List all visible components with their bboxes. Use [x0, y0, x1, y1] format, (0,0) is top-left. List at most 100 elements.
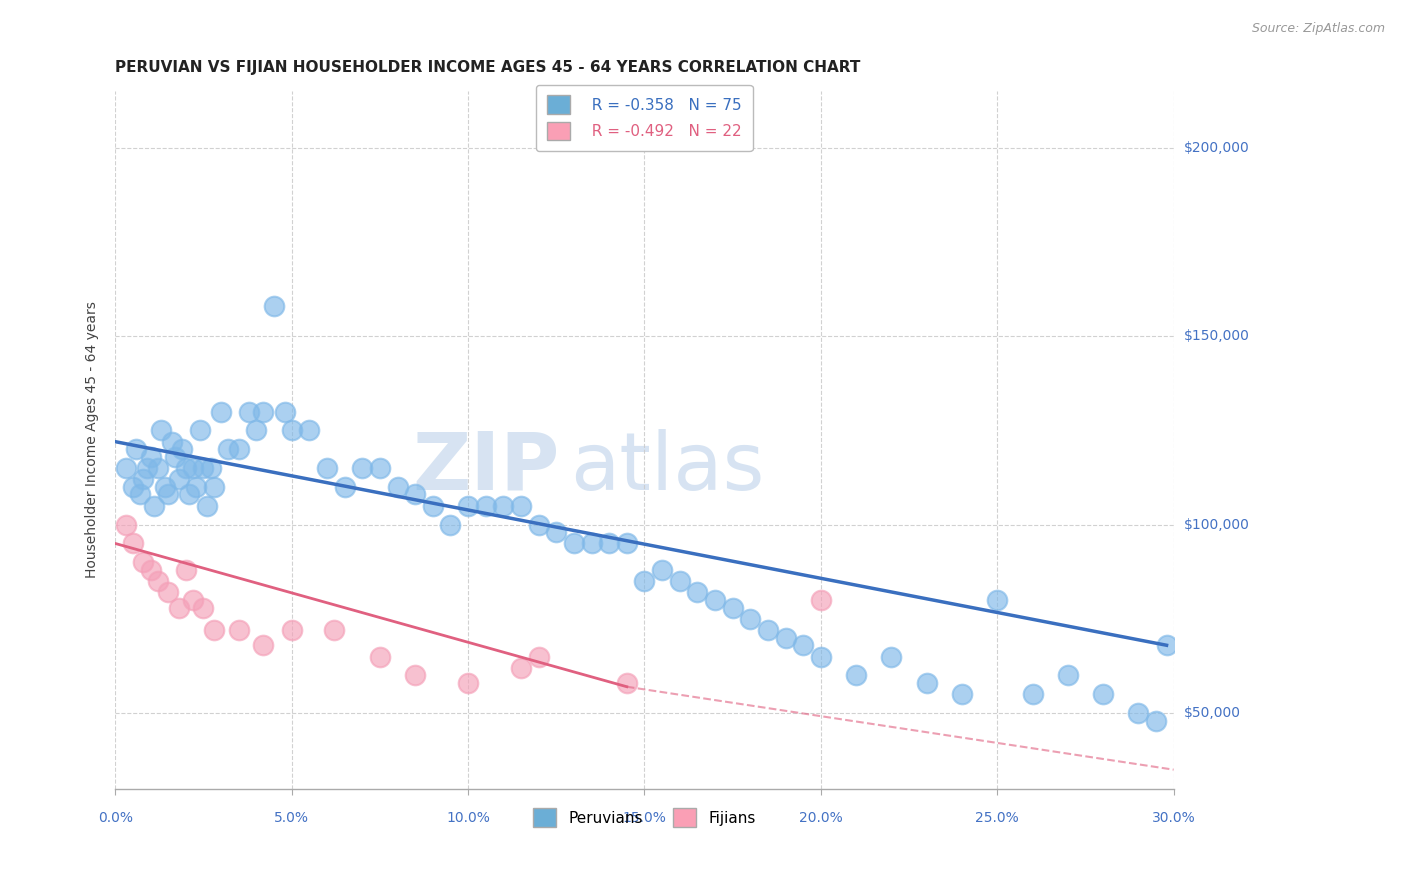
Point — [115, 517, 138, 532]
Point — [704, 593, 727, 607]
Point — [280, 423, 302, 437]
Point — [160, 434, 183, 449]
Point — [202, 480, 225, 494]
Point — [129, 487, 152, 501]
Point — [810, 649, 832, 664]
Text: $100,000: $100,000 — [1184, 517, 1250, 532]
Point — [181, 461, 204, 475]
Point — [810, 593, 832, 607]
Point — [245, 423, 267, 437]
Point — [167, 600, 190, 615]
Text: ZIP: ZIP — [412, 429, 560, 507]
Text: $200,000: $200,000 — [1184, 141, 1250, 154]
Point — [598, 536, 620, 550]
Point — [404, 487, 426, 501]
Point — [209, 404, 232, 418]
Text: 5.0%: 5.0% — [274, 811, 309, 825]
Point — [527, 517, 550, 532]
Point — [172, 442, 194, 457]
Point — [527, 649, 550, 664]
Point — [633, 574, 655, 589]
Text: $50,000: $50,000 — [1184, 706, 1241, 720]
Point — [1056, 668, 1078, 682]
Point — [740, 612, 762, 626]
Point — [457, 499, 479, 513]
Point — [263, 299, 285, 313]
Point — [333, 480, 356, 494]
Point — [228, 442, 250, 457]
Text: Source: ZipAtlas.com: Source: ZipAtlas.com — [1251, 22, 1385, 36]
Point — [273, 404, 295, 418]
Point — [125, 442, 148, 457]
Point — [562, 536, 585, 550]
Point — [323, 623, 346, 637]
Point — [202, 623, 225, 637]
Point — [616, 676, 638, 690]
Point — [167, 472, 190, 486]
Text: 15.0%: 15.0% — [623, 811, 666, 825]
Text: $150,000: $150,000 — [1184, 329, 1250, 343]
Point — [756, 623, 779, 637]
Point — [157, 487, 180, 501]
Point — [193, 461, 215, 475]
Point — [546, 525, 568, 540]
Text: 20.0%: 20.0% — [799, 811, 842, 825]
Point — [146, 574, 169, 589]
Point — [368, 649, 391, 664]
Point — [510, 499, 533, 513]
Point — [153, 480, 176, 494]
Point — [238, 404, 260, 418]
Point — [174, 563, 197, 577]
Point — [492, 499, 515, 513]
Point — [165, 450, 187, 464]
Point — [122, 536, 145, 550]
Point — [510, 661, 533, 675]
Point — [174, 461, 197, 475]
Point — [132, 555, 155, 569]
Point — [181, 593, 204, 607]
Point — [1021, 687, 1043, 701]
Point — [1144, 714, 1167, 728]
Point — [200, 461, 222, 475]
Point — [1156, 638, 1178, 652]
Point — [228, 623, 250, 637]
Point — [1092, 687, 1115, 701]
Point — [188, 423, 211, 437]
Point — [193, 600, 215, 615]
Point — [252, 404, 274, 418]
Point — [581, 536, 603, 550]
Point — [616, 536, 638, 550]
Text: 0.0%: 0.0% — [98, 811, 132, 825]
Point — [179, 487, 201, 501]
Point — [775, 631, 797, 645]
Legend: Peruvians, Fijians: Peruvians, Fijians — [527, 802, 762, 833]
Point — [986, 593, 1008, 607]
Point — [316, 461, 339, 475]
Point — [721, 600, 744, 615]
Point — [845, 668, 868, 682]
Point — [651, 563, 673, 577]
Text: atlas: atlas — [571, 429, 765, 507]
Text: PERUVIAN VS FIJIAN HOUSEHOLDER INCOME AGES 45 - 64 YEARS CORRELATION CHART: PERUVIAN VS FIJIAN HOUSEHOLDER INCOME AG… — [115, 60, 860, 75]
Point — [439, 517, 461, 532]
Point — [157, 585, 180, 599]
Point — [132, 472, 155, 486]
Text: 30.0%: 30.0% — [1152, 811, 1195, 825]
Point — [352, 461, 374, 475]
Text: 10.0%: 10.0% — [446, 811, 491, 825]
Point — [195, 499, 218, 513]
Point — [1128, 706, 1150, 720]
Text: 25.0%: 25.0% — [976, 811, 1019, 825]
Point — [792, 638, 814, 652]
Point — [404, 668, 426, 682]
Point — [880, 649, 903, 664]
Point — [217, 442, 239, 457]
Point — [143, 499, 166, 513]
Point — [115, 461, 138, 475]
Point — [950, 687, 973, 701]
Point — [668, 574, 690, 589]
Point — [457, 676, 479, 690]
Point — [146, 461, 169, 475]
Point — [139, 563, 162, 577]
Point — [686, 585, 709, 599]
